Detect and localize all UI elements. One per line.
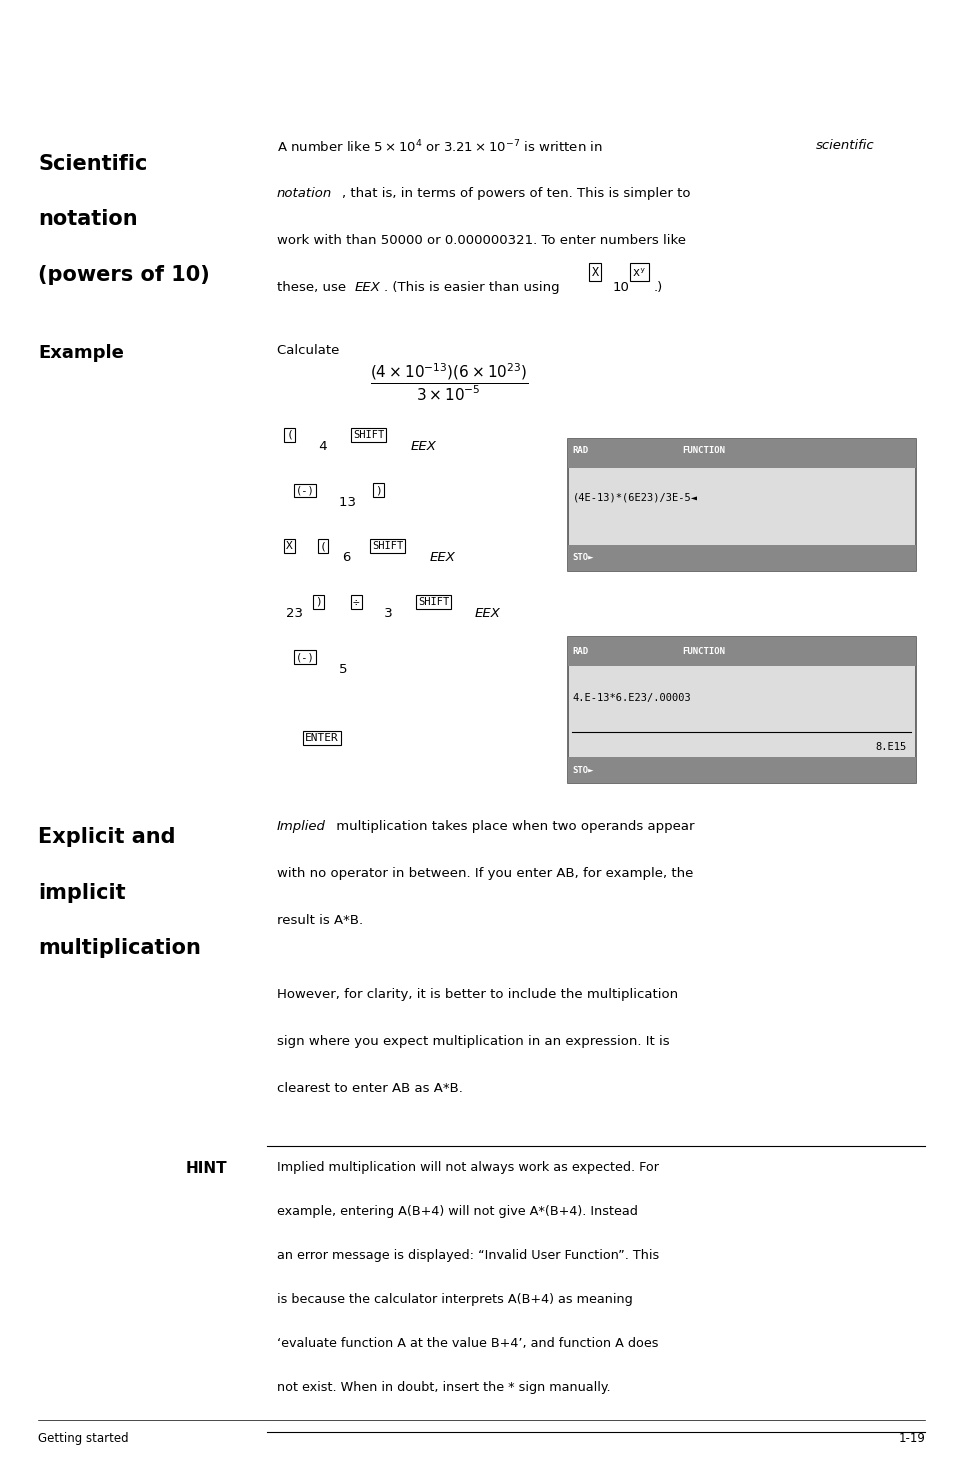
Text: 3: 3	[379, 608, 396, 619]
Text: A number like $5 \times 10^{4}$ or $3.21 \times 10^{-7}$ is written in: A number like $5 \times 10^{4}$ or $3.21…	[276, 139, 602, 155]
Text: Scientific: Scientific	[38, 154, 148, 174]
Text: EEX: EEX	[429, 552, 455, 564]
Text: EEX: EEX	[410, 441, 436, 452]
Text: 4.E-13*6.E23/.00003: 4.E-13*6.E23/.00003	[572, 694, 690, 703]
Text: .): .)	[653, 281, 662, 294]
Text: FUNCTION: FUNCTION	[681, 647, 724, 656]
Text: clearest to enter AB as A*B.: clearest to enter AB as A*B.	[276, 1082, 462, 1095]
FancyBboxPatch shape	[567, 637, 915, 666]
FancyBboxPatch shape	[567, 637, 915, 783]
Text: is because the calculator interprets A(B+4) as meaning: is because the calculator interprets A(B…	[276, 1293, 632, 1306]
Text: (-): (-)	[295, 653, 314, 662]
Text: implicit: implicit	[38, 883, 126, 903]
Text: scientific: scientific	[815, 139, 873, 152]
Text: notation: notation	[38, 209, 137, 230]
Text: Example: Example	[38, 344, 124, 362]
Text: FUNCTION: FUNCTION	[681, 447, 724, 455]
Text: X: X	[286, 542, 293, 550]
Text: However, for clarity, it is better to include the multiplication: However, for clarity, it is better to in…	[276, 988, 677, 1001]
Text: $\dfrac{(4 \times 10^{-13})(6 \times 10^{23})}{3 \times 10^{-5}}$: $\dfrac{(4 \times 10^{-13})(6 \times 10^…	[370, 362, 528, 403]
Text: 4: 4	[314, 441, 332, 452]
Text: not exist. When in doubt, insert the * sign manually.: not exist. When in doubt, insert the * s…	[276, 1381, 610, 1394]
Text: result is A*B.: result is A*B.	[276, 914, 362, 927]
Text: with no operator in between. If you enter AB, for example, the: with no operator in between. If you ente…	[276, 867, 692, 880]
Text: ): )	[314, 597, 321, 606]
Text: notation: notation	[276, 187, 332, 201]
Text: SHIFT: SHIFT	[372, 542, 403, 550]
Text: multiplication takes place when two operands appear: multiplication takes place when two oper…	[332, 820, 694, 833]
Text: Getting started: Getting started	[38, 1432, 129, 1445]
Text: EEX: EEX	[475, 608, 500, 619]
Text: 5: 5	[338, 663, 347, 675]
Text: ): )	[375, 486, 381, 495]
Text: 13: 13	[338, 496, 359, 508]
Text: 8.E15: 8.E15	[874, 742, 905, 751]
Text: SHIFT: SHIFT	[417, 597, 449, 606]
Text: EEX: EEX	[355, 281, 380, 294]
Text: 1-19: 1-19	[898, 1432, 924, 1445]
FancyBboxPatch shape	[567, 545, 915, 571]
Text: RAD: RAD	[572, 647, 588, 656]
Text: STO►: STO►	[572, 766, 594, 774]
Text: multiplication: multiplication	[38, 938, 201, 959]
Text: . (This is easier than using: . (This is easier than using	[383, 281, 563, 294]
Text: ÷: ÷	[353, 597, 359, 606]
Text: (: (	[319, 542, 326, 550]
Text: 6: 6	[343, 552, 355, 564]
Text: (-): (-)	[295, 486, 314, 495]
Text: 23: 23	[286, 608, 303, 619]
Text: example, entering A(B+4) will not give A*(B+4). Instead: example, entering A(B+4) will not give A…	[276, 1205, 637, 1218]
Text: 10: 10	[612, 281, 629, 294]
Text: Explicit and: Explicit and	[38, 827, 175, 848]
Text: Implied: Implied	[276, 820, 325, 833]
Text: Implied multiplication will not always work as expected. For: Implied multiplication will not always w…	[276, 1161, 658, 1174]
Text: HINT: HINT	[186, 1161, 228, 1176]
Text: RAD: RAD	[572, 447, 588, 455]
Text: (powers of 10): (powers of 10)	[38, 265, 210, 285]
Text: SHIFT: SHIFT	[353, 430, 384, 439]
Text: these, use: these, use	[276, 281, 350, 294]
Text: an error message is displayed: “Invalid User Function”. This: an error message is displayed: “Invalid …	[276, 1249, 659, 1262]
FancyBboxPatch shape	[567, 439, 915, 571]
Text: ENTER: ENTER	[305, 733, 338, 742]
Text: work with than 50000 or 0.000000321. To enter numbers like: work with than 50000 or 0.000000321. To …	[276, 234, 685, 247]
FancyBboxPatch shape	[567, 757, 915, 783]
FancyBboxPatch shape	[567, 439, 915, 468]
Text: ‘evaluate function A at the value B+4’, and function A does: ‘evaluate function A at the value B+4’, …	[276, 1337, 658, 1350]
Text: STO►: STO►	[572, 553, 594, 562]
Text: (4E-13)*(6E23)/3E-5◄: (4E-13)*(6E23)/3E-5◄	[572, 493, 697, 502]
Text: Calculate: Calculate	[276, 344, 343, 357]
Text: xʸ: xʸ	[632, 266, 646, 278]
Text: sign where you expect multiplication in an expression. It is: sign where you expect multiplication in …	[276, 1035, 669, 1048]
Text: X: X	[591, 266, 598, 278]
Text: (: (	[286, 430, 293, 439]
Text: , that is, in terms of powers of ten. This is simpler to: , that is, in terms of powers of ten. Th…	[341, 187, 689, 201]
